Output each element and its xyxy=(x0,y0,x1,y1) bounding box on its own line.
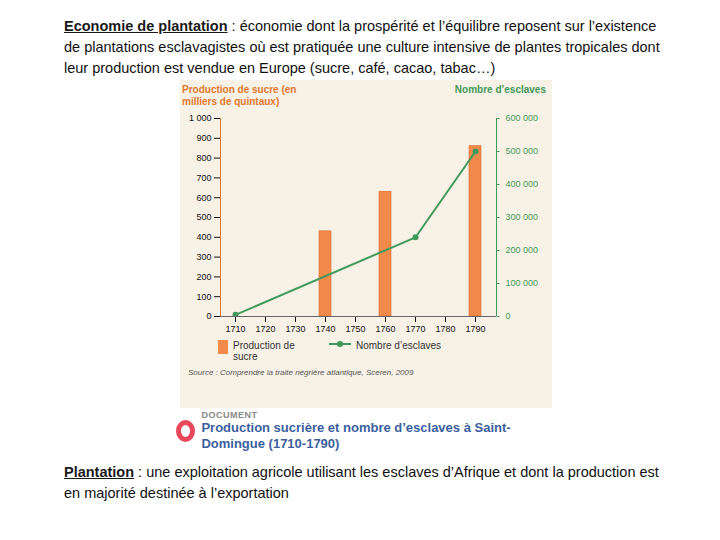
svg-text:1770: 1770 xyxy=(405,324,425,334)
svg-text:500: 500 xyxy=(196,212,211,222)
html-text:Production sucrière et nombre: Production sucrière et nombre d’esclaves… xyxy=(201,420,511,451)
svg-text:800: 800 xyxy=(196,153,211,163)
svg-text:1780: 1780 xyxy=(435,324,455,334)
html-text:Source : Comprendre la traite: Source : Comprendre la traite négrière a… xyxy=(188,368,414,377)
svg-text:1720: 1720 xyxy=(255,324,275,334)
svg-text:400: 400 xyxy=(196,232,211,242)
svg-text:1790: 1790 xyxy=(465,324,485,334)
svg-text:0: 0 xyxy=(206,311,211,321)
svg-text:900: 900 xyxy=(196,133,211,143)
svg-text:1750: 1750 xyxy=(345,324,365,334)
svg-text:700: 700 xyxy=(196,173,211,183)
svg-text:200: 200 xyxy=(196,272,211,282)
html-text:Production de sucre (en millie: Production de sucre (en milliers de quin… xyxy=(182,84,297,107)
html-text:Nombre d’esclaves: Nombre d’esclaves xyxy=(454,84,546,95)
svg-text:1730: 1730 xyxy=(285,324,305,334)
html-text:Economie de plantation: économ: Economie de plantation: économie dont la… xyxy=(64,18,660,76)
svg-text:100: 100 xyxy=(196,292,211,302)
html-text:Plantation: une exploitation a: Plantation: une exploitation agricole ut… xyxy=(64,464,659,501)
html-text:Nombre d’esclaves: Nombre d’esclaves xyxy=(356,340,441,351)
html-text:DOCUMENT: DOCUMENT xyxy=(201,410,258,420)
svg-text:100 000: 100 000 xyxy=(506,278,539,288)
svg-text:300 000: 300 000 xyxy=(506,212,539,222)
svg-text:1740: 1740 xyxy=(315,324,335,334)
svg-text:300: 300 xyxy=(196,252,211,262)
svg-text:0: 0 xyxy=(506,311,511,321)
svg-text:600 000: 600 000 xyxy=(506,113,539,123)
svg-text:1 000: 1 000 xyxy=(189,113,212,123)
svg-text:600: 600 xyxy=(196,193,211,203)
svg-text:400 000: 400 000 xyxy=(506,179,539,189)
svg-text:200 000: 200 000 xyxy=(506,245,539,255)
html-text:Production de sucre: Production de sucre xyxy=(233,340,295,362)
svg-text:500 000: 500 000 xyxy=(506,146,539,156)
svg-text:1710: 1710 xyxy=(225,324,245,334)
svg-text:1760: 1760 xyxy=(375,324,395,334)
